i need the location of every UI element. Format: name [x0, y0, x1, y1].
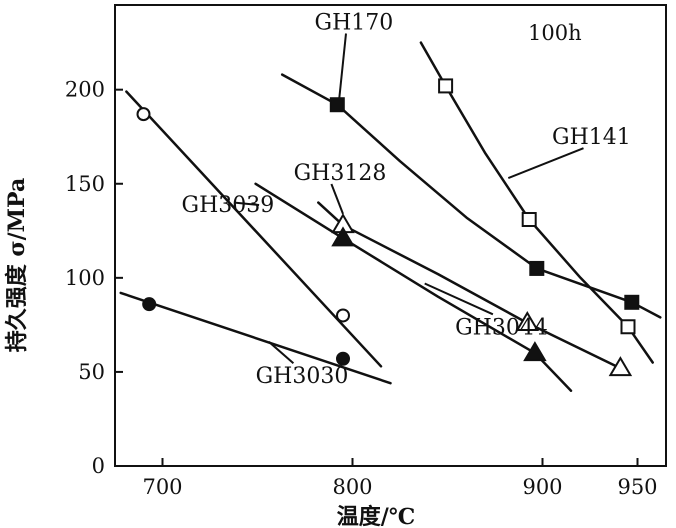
label-leader-gh3030: [268, 341, 295, 364]
series-label-gh170: GH170: [315, 10, 394, 35]
data-point-gh3039: [136, 107, 151, 122]
y-tick-label: 150: [65, 172, 105, 196]
series-line-gh3044: [254, 182, 573, 392]
x-tick-label: 950: [617, 475, 657, 499]
data-point-gh141: [521, 212, 537, 228]
y-axis-title: 持久强度 σ/MPa: [4, 178, 30, 352]
data-point-gh3039: [336, 308, 350, 323]
series-markers: [136, 78, 640, 377]
data-point-gh3044: [331, 226, 355, 247]
x-tick-label: 900: [522, 475, 562, 499]
data-point-gh170: [624, 294, 640, 310]
series-label-gh3044: GH3044: [455, 315, 548, 340]
chart-text: 100h 温度/℃ 持久强度 σ/MPa 700 800 900 950 0 50 100 1…: [4, 10, 658, 528]
data-point-gh3030: [336, 351, 350, 366]
plot-border: [114, 4, 667, 467]
y-tick-label: 50: [78, 360, 105, 384]
axis-ticks: [115, 88, 639, 467]
label-leader-gh3039: [234, 201, 260, 206]
data-point-gh3128: [515, 311, 540, 331]
x-axis-title: 温度/℃: [337, 504, 415, 528]
series-label-gh3030: GH3030: [256, 364, 349, 389]
label-leader-gh170: [338, 33, 347, 100]
data-point-gh3044: [523, 341, 547, 362]
x-tick-label: 800: [332, 475, 372, 499]
label-leaders: [234, 33, 584, 364]
y-tick-label: 200: [65, 78, 105, 102]
data-point-gh141: [620, 319, 636, 335]
label-leader-gh3128: [330, 183, 344, 215]
series-line-gh3128: [317, 201, 622, 370]
label-leader-gh3044: [424, 282, 494, 316]
series-label-gh3039: GH3039: [182, 193, 275, 218]
plot-frame: [114, 4, 667, 467]
series-label-gh141: GH141: [552, 125, 631, 150]
y-tick-label: 0: [92, 454, 105, 478]
series-label-gh3128: GH3128: [294, 161, 387, 186]
series-line-gh3030: [119, 291, 392, 385]
data-point-gh170: [329, 97, 345, 113]
data-point-gh170: [529, 260, 545, 276]
data-point-gh3030: [142, 297, 157, 312]
data-point-gh141: [438, 78, 454, 94]
x-tick-label: 700: [142, 475, 182, 499]
y-tick-label: 100: [65, 266, 105, 290]
duration-note: 100h: [528, 21, 582, 45]
data-point-gh3128: [608, 356, 633, 377]
label-leader-gh141: [507, 147, 584, 180]
